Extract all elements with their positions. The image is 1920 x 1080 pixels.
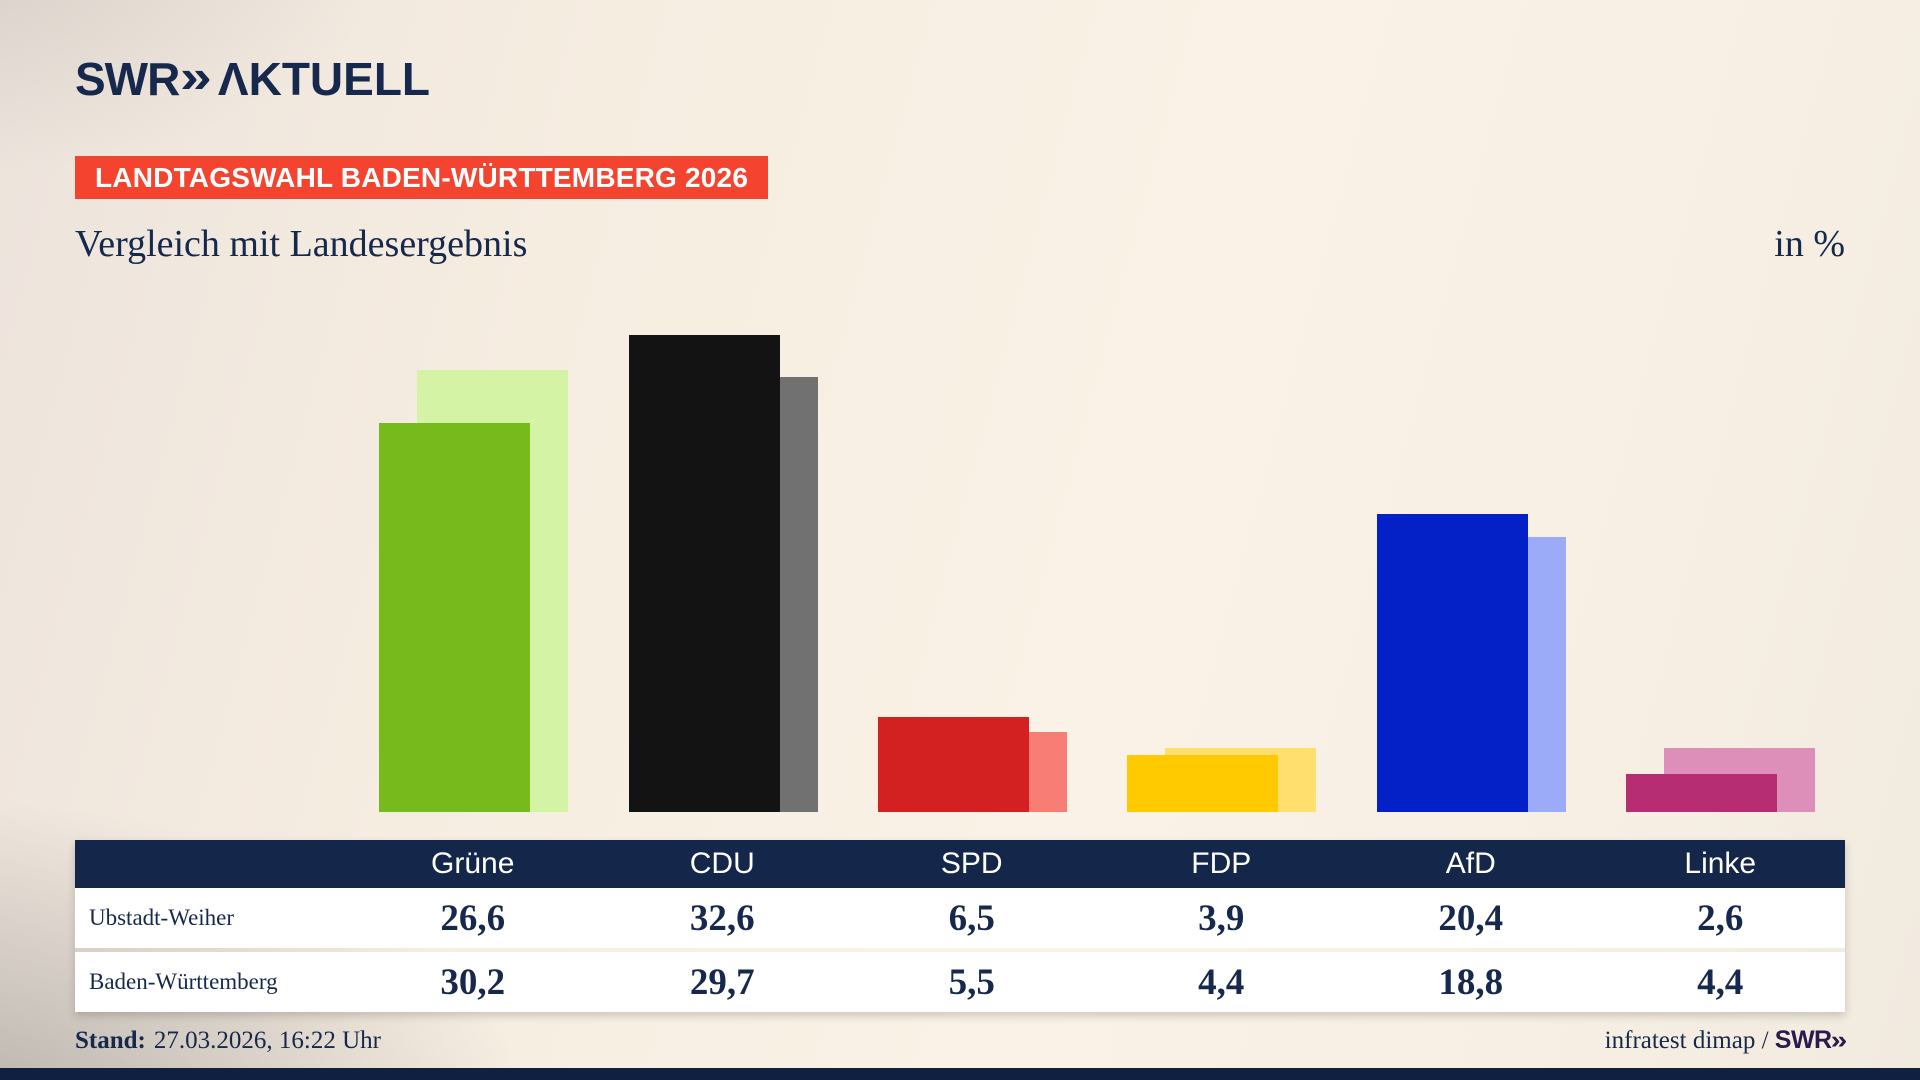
logo-aktuell-text: ΛKTUELL bbox=[217, 53, 431, 105]
unit-label: in % bbox=[1774, 223, 1845, 265]
row-label: Ubstadt-Weiher bbox=[89, 905, 235, 930]
row-label: Baden-Württemberg bbox=[89, 969, 278, 994]
bar-spd-ubstadt-weiher bbox=[878, 717, 1029, 812]
value-cell: 3,9 bbox=[1198, 897, 1245, 939]
table-header-spd: SPD bbox=[940, 847, 1003, 880]
value-cell: 4,4 bbox=[1198, 961, 1245, 1003]
double-chevron-icon: » bbox=[1830, 1026, 1847, 1054]
value-cell: 32,6 bbox=[689, 897, 755, 939]
timestamp: Stand: 27.03.2026, 16:22 Uhr bbox=[75, 1026, 381, 1055]
table-header-empty bbox=[75, 840, 348, 888]
bar-linke-ubstadt-weiher bbox=[1626, 774, 1777, 812]
value-cell: 26,6 bbox=[440, 897, 506, 939]
bar-fdp-ubstadt-weiher bbox=[1127, 755, 1278, 812]
value-cell: 6,5 bbox=[948, 897, 995, 939]
table-header-row: Grüne CDU SPD FDP AfD Linke bbox=[75, 840, 1845, 888]
table-header-linke: Linke bbox=[1684, 847, 1757, 880]
bar-chart bbox=[379, 335, 1815, 812]
value-cell: 4,4 bbox=[1697, 961, 1744, 1003]
chart-title: Vergleich mit Landesergebnis bbox=[75, 223, 528, 265]
table-header-fdp: FDP bbox=[1191, 847, 1252, 880]
stand-label: Stand: bbox=[75, 1027, 146, 1054]
bar-grüne-ubstadt-weiher bbox=[379, 423, 530, 812]
value-cell: 18,8 bbox=[1438, 961, 1504, 1003]
source-credit: infratest dimap / SWR» bbox=[1604, 1026, 1847, 1055]
table-row-ubstadt-weiher: Ubstadt-Weiher 26,6 32,6 6,5 3,9 20,4 2,… bbox=[75, 888, 1845, 948]
bar-afd-ubstadt-weiher bbox=[1377, 514, 1528, 812]
table-header-gruene: Grüne bbox=[431, 847, 515, 880]
value-cell: 30,2 bbox=[440, 961, 506, 1003]
swr-brand-text: SWR» bbox=[1774, 1026, 1847, 1054]
value-cell: 29,7 bbox=[689, 961, 755, 1003]
value-cell: 20,4 bbox=[1438, 897, 1504, 939]
election-badge: LANDTAGSWAHL BADEN-WÜRTTEMBERG 2026 bbox=[75, 156, 769, 199]
logo-swr-text: SWR bbox=[75, 53, 180, 105]
table-header-cdu: CDU bbox=[689, 847, 755, 880]
double-chevron-icon: » bbox=[180, 50, 212, 102]
table-row-baden-wuerttemberg: Baden-Württemberg 30,2 29,7 5,5 4,4 18,8… bbox=[75, 952, 1845, 1012]
value-cell: 2,6 bbox=[1697, 897, 1744, 939]
value-cell: 5,5 bbox=[948, 961, 995, 1003]
results-table: Grüne CDU SPD FDP AfD Linke Ubstadt-Weih… bbox=[75, 840, 1845, 1012]
bottom-accent-bar bbox=[0, 1068, 1920, 1080]
table-header-afd: AfD bbox=[1445, 847, 1496, 880]
source-text: infratest dimap / bbox=[1604, 1027, 1775, 1054]
swr-aktuell-logo: SWR» ΛKTUELL bbox=[75, 50, 431, 105]
stand-value: 27.03.2026, 16:22 Uhr bbox=[153, 1027, 381, 1054]
bar-cdu-ubstadt-weiher bbox=[629, 335, 780, 812]
footer: Stand: 27.03.2026, 16:22 Uhr infratest di… bbox=[75, 1026, 1847, 1055]
